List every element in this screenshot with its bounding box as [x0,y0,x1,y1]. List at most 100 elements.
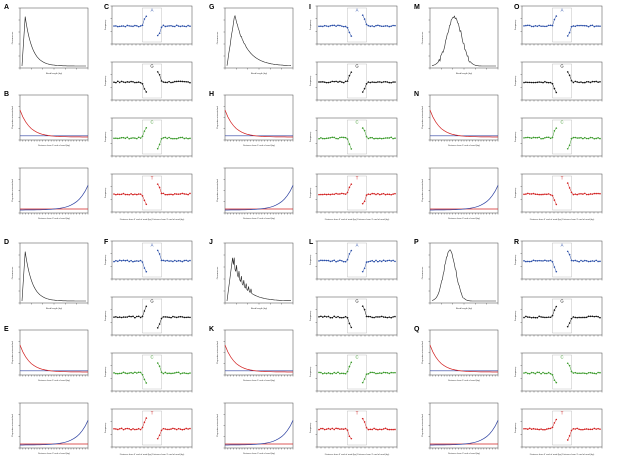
base-point [369,136,372,139]
base-point [373,137,375,140]
center-frame [552,354,572,390]
base-point [380,428,383,431]
base-point [597,192,599,195]
base-point [367,315,370,318]
base-point [177,427,180,430]
mismatch5-axes [19,94,89,141]
base-panel-C: C Frequency [104,117,193,158]
base-point [532,316,535,319]
base-point [174,372,176,374]
base-point [187,193,189,196]
base-point [582,81,584,84]
base-point [339,316,341,319]
base-point [591,260,594,262]
base-point [591,80,594,83]
base-point [540,372,542,375]
base-point [162,372,165,375]
base-line-5 [523,193,557,205]
base-point [325,428,328,430]
base-point [572,193,575,196]
base-point [115,259,117,262]
base-point [118,372,121,375]
base-point [375,428,377,431]
base-point [118,259,121,262]
base-point [534,372,537,375]
base-line-3 [567,183,601,195]
base-point [348,365,351,368]
base-point [390,316,393,319]
base-panel-A: A Frequency [104,5,193,46]
base-line-3 [362,15,396,27]
base-point [551,136,554,139]
base-point [179,260,182,262]
base-point [124,81,127,84]
mismatch5-xlabel: Distance from 5' end of read (bp) [448,379,480,382]
base-point [323,372,326,374]
base-point [599,137,601,140]
base-point [555,270,558,273]
base-point [523,259,525,262]
base-point [591,136,594,139]
mismatch5-ylabel: Proportion mismatched [216,105,219,128]
base-point [568,74,571,77]
base-point [593,260,596,263]
base-point [132,25,134,28]
base-point [120,316,123,319]
base-point [128,137,130,140]
base-point [570,25,573,28]
base-point [371,428,374,431]
base-point [189,192,191,195]
base-point [597,81,599,84]
base-point [547,24,550,27]
center-frame [552,298,572,334]
base-point [126,372,129,375]
base-point [175,137,178,140]
base-point [523,137,525,139]
base-point [542,260,544,262]
panel-label: A [4,4,9,11]
base-point [555,91,558,94]
length-curve [226,257,291,302]
mismatch3-ylabel: Proportion mismatched [216,178,219,201]
base-point [528,316,531,318]
base-point [335,192,337,195]
base-panel-G: G Frequency [514,61,603,102]
base-point [538,428,540,431]
base-point [115,372,117,375]
base-point [551,24,554,27]
base-point [392,137,394,140]
base-point [546,372,548,375]
base-point [145,305,148,308]
base-point [527,192,529,195]
base-name: A [151,243,154,248]
base-panel-C: C Frequency [514,117,603,158]
base-line-5 [523,306,557,318]
base-name: T [151,176,154,181]
base-line-3 [157,25,191,36]
base-point [170,24,172,27]
base-point [361,417,364,420]
base-point [339,136,341,139]
base-panel-A: A Frequency [309,240,398,281]
base-point [591,193,594,195]
base-point [323,315,326,318]
base-point [162,259,165,262]
base-point [392,428,394,431]
base-point [527,428,529,431]
base-point [544,259,546,262]
mismatch5-xlabel: Distance from 5' end of read (bp) [38,379,70,382]
base-point [342,25,345,28]
base-point [549,81,552,84]
panel-group-4: J Read length (bp) Occurrences K Distance fr… [209,239,398,456]
base-panel-G: G Frequency [514,296,603,337]
base-point [350,35,353,37]
base-ylabel: Frequency [309,254,312,265]
length-axes [19,242,89,304]
mismatch3-ga [430,185,499,211]
base-point [585,316,588,319]
base-point [384,80,387,83]
base-point [367,260,370,263]
base-point [377,24,379,27]
base-point [576,137,578,139]
base-point [544,428,546,431]
